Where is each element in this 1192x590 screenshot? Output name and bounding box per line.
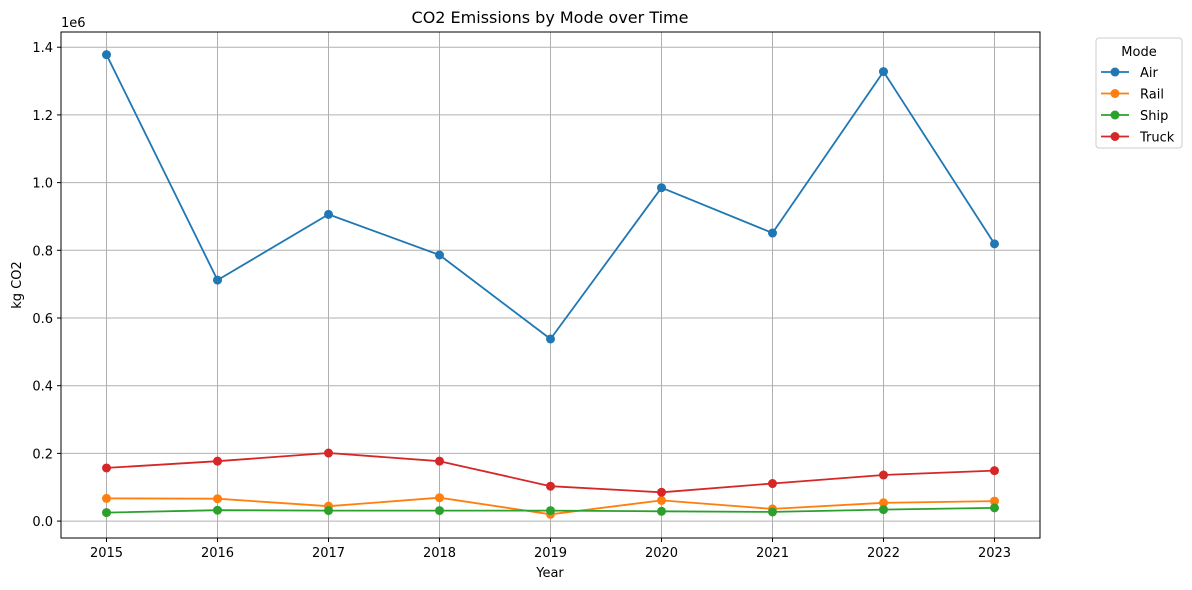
data-point-truck	[435, 456, 445, 466]
data-point-air	[102, 50, 112, 60]
legend-entries: Air Rail Ship Truck	[1101, 66, 1175, 146]
data-point-truck	[656, 487, 666, 497]
x-tick-label: 2017	[312, 546, 345, 561]
legend-marker	[1110, 89, 1120, 98]
data-point-ship	[213, 505, 223, 515]
x-tick-label: 2016	[201, 546, 234, 561]
y-tick-label: 0.6	[32, 312, 53, 327]
x-tick-label: 2019	[534, 546, 567, 561]
x-tick-label: 2018	[423, 546, 456, 561]
y-tick-label: 0.8	[32, 244, 53, 259]
data-point-air	[878, 67, 888, 77]
data-point-truck	[324, 448, 334, 458]
data-point-rail	[435, 493, 445, 503]
data-point-ship	[767, 507, 777, 517]
data-point-rail	[878, 498, 888, 508]
data-point-truck	[767, 479, 777, 489]
data-point-air	[213, 275, 223, 285]
x-tick-label: 2023	[978, 546, 1011, 561]
plot-frame	[60, 31, 1041, 539]
y-tick-label: 1.2	[32, 109, 53, 124]
data-point-air	[656, 183, 666, 193]
legend-item-truck: Truck	[1101, 131, 1175, 146]
data-point-ship	[878, 505, 888, 515]
series-air	[102, 50, 999, 344]
y-tick-label: 0.4	[32, 380, 53, 395]
grid-lines	[61, 32, 1040, 538]
legend-marker	[1110, 132, 1120, 141]
data-point-truck	[213, 456, 223, 466]
data-point-air	[989, 239, 999, 249]
data-point-truck	[102, 463, 112, 473]
data-point-ship	[102, 508, 112, 518]
data-point-rail	[102, 493, 112, 503]
data-point-rail	[989, 496, 999, 506]
y-tick-label: 0.2	[32, 447, 53, 462]
data-point-air	[324, 209, 334, 219]
legend-marker	[1110, 67, 1120, 77]
legend-title: Mode	[1121, 45, 1156, 60]
data-point-ship	[435, 506, 445, 516]
legend: Mode Air Rail Ship Truck	[1095, 37, 1183, 149]
data-point-ship	[546, 506, 555, 516]
legend-item-air: Air	[1101, 66, 1159, 81]
data-point-rail	[656, 495, 666, 505]
data-point-air	[435, 250, 445, 260]
data-point-truck	[989, 466, 999, 476]
data-point-rail	[213, 494, 223, 504]
x-tick-label: 2022	[867, 546, 900, 561]
legend-item-ship: Ship	[1101, 109, 1168, 124]
y-axis-label: kg CO2	[10, 261, 25, 309]
y-tick-label: 1.0	[32, 177, 53, 192]
legend-box	[1095, 37, 1183, 149]
legend-label: Rail	[1140, 88, 1164, 103]
legend-label: Air	[1140, 66, 1159, 81]
x-axis-label: Year	[535, 566, 564, 581]
data-point-ship	[324, 506, 334, 516]
series-ship	[102, 503, 999, 518]
x-tick-label: 2015	[90, 546, 123, 561]
data-point-ship	[656, 506, 666, 516]
y-offset-label: 1e6	[61, 16, 86, 31]
y-tick-label: 1.4	[32, 41, 53, 56]
data-point-truck	[878, 470, 888, 480]
series-layer	[102, 50, 999, 519]
legend-item-rail: Rail	[1101, 88, 1164, 103]
x-tick-label: 2020	[645, 546, 678, 561]
legend-label: Truck	[1139, 131, 1175, 146]
series-truck	[102, 448, 999, 497]
axis-ticks: 2015 2016 2017 2018 2019 2020 2021 2022 2023 0.0 0…	[32, 41, 1011, 561]
data-point-air	[767, 228, 777, 238]
legend-label: Ship	[1140, 109, 1168, 124]
legend-marker	[1110, 110, 1120, 120]
chart-title: CO2 Emissions by Mode over Time	[412, 8, 689, 27]
data-point-ship	[989, 503, 999, 513]
data-point-air	[546, 334, 555, 344]
data-point-truck	[546, 481, 555, 491]
y-tick-label: 0.0	[32, 515, 53, 530]
x-tick-label: 2021	[756, 546, 789, 561]
